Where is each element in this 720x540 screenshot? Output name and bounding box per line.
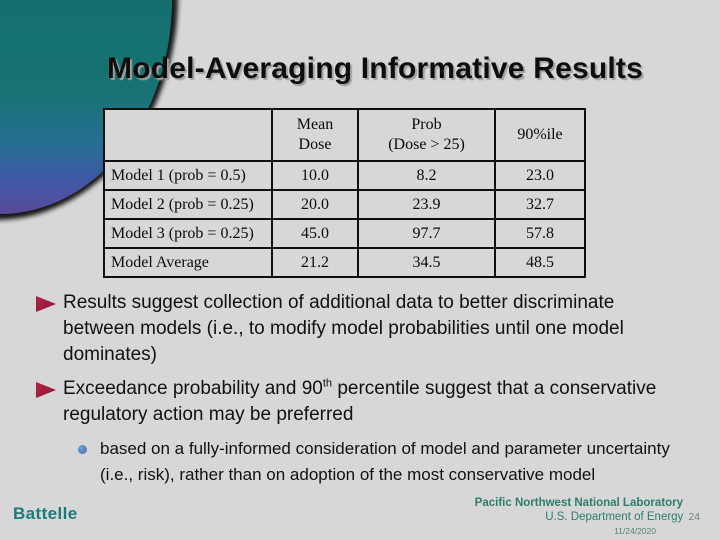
row-label: Model Average — [103, 247, 273, 278]
table-header-row: Mean Dose Prob (Dose > 25) 90%ile — [103, 108, 586, 162]
sub-bullet-item: based on a fully-informed consideration … — [78, 436, 696, 488]
cell-prob: 97.7 — [357, 218, 496, 249]
page-number: 24 — [688, 511, 700, 524]
bullet-item-1: Results suggest collection of additional… — [36, 290, 696, 368]
cell-prob: 23.9 — [357, 189, 496, 220]
ordinal-superscript: th — [322, 377, 333, 390]
header-mean-dose: Mean Dose — [271, 108, 359, 162]
org-dept-text: U.S. Department of Energy — [545, 511, 684, 524]
table-row: Model 1 (prob = 0.5) 10.0 8.2 23.0 — [103, 160, 586, 191]
org-name: Pacific Northwest National Laboratory — [474, 497, 683, 509]
bullet-text-post: percentile suggest that a conservative r… — [63, 378, 657, 425]
org-dept: U.S. Department of Energy 24 — [475, 510, 700, 524]
battelle-logo: Battelle — [13, 504, 78, 523]
page-title: Model-Averaging Informative Results — [107, 52, 643, 85]
bullet-text: Exceedance probability and 90th percenti… — [63, 376, 685, 428]
slide-date: 11/24/2020 — [614, 525, 656, 536]
header-90pctile: 90%ile — [494, 108, 586, 162]
cell-mean-dose: 20.0 — [271, 189, 359, 220]
cell-90pctile: 48.5 — [494, 247, 586, 278]
cell-mean-dose: 10.0 — [271, 160, 359, 191]
bullet-text-pre: Exceedance probability and 90 — [63, 378, 323, 399]
table-row: Model 2 (prob = 0.25) 20.0 23.9 32.7 — [103, 189, 586, 220]
cell-90pctile: 57.8 — [494, 218, 586, 249]
table-row: Model 3 (prob = 0.25) 45.0 97.7 57.8 — [103, 218, 586, 249]
bullet-text: Results suggest collection of additional… — [63, 292, 624, 365]
cell-90pctile: 32.7 — [494, 189, 586, 220]
header-prob: Prob (Dose > 25) — [357, 108, 496, 162]
row-label: Model 1 (prob = 0.5) — [103, 160, 273, 191]
cell-prob: 34.5 — [357, 247, 496, 278]
cell-prob: 8.2 — [357, 160, 496, 191]
bullet-list: Results suggest collection of additional… — [36, 290, 696, 488]
org-footer: Pacific Northwest National Laboratory U.… — [475, 496, 700, 536]
cell-mean-dose: 21.2 — [271, 247, 359, 278]
arrow-bullet-icon — [36, 382, 56, 398]
row-label: Model 3 (prob = 0.25) — [103, 218, 273, 249]
dot-bullet-icon — [78, 445, 87, 454]
results-table: Mean Dose Prob (Dose > 25) 90%ile Model … — [103, 108, 586, 278]
cell-90pctile: 23.0 — [494, 160, 586, 191]
cell-mean-dose: 45.0 — [271, 218, 359, 249]
bullet-item-2: Exceedance probability and 90th percenti… — [36, 376, 696, 428]
row-label: Model 2 (prob = 0.25) — [103, 189, 273, 220]
header-blank — [103, 108, 273, 162]
table-row: Model Average 21.2 34.5 48.5 — [103, 247, 586, 278]
sub-bullet-text: based on a fully-informed consideration … — [100, 439, 670, 484]
arrow-bullet-icon — [36, 296, 56, 312]
